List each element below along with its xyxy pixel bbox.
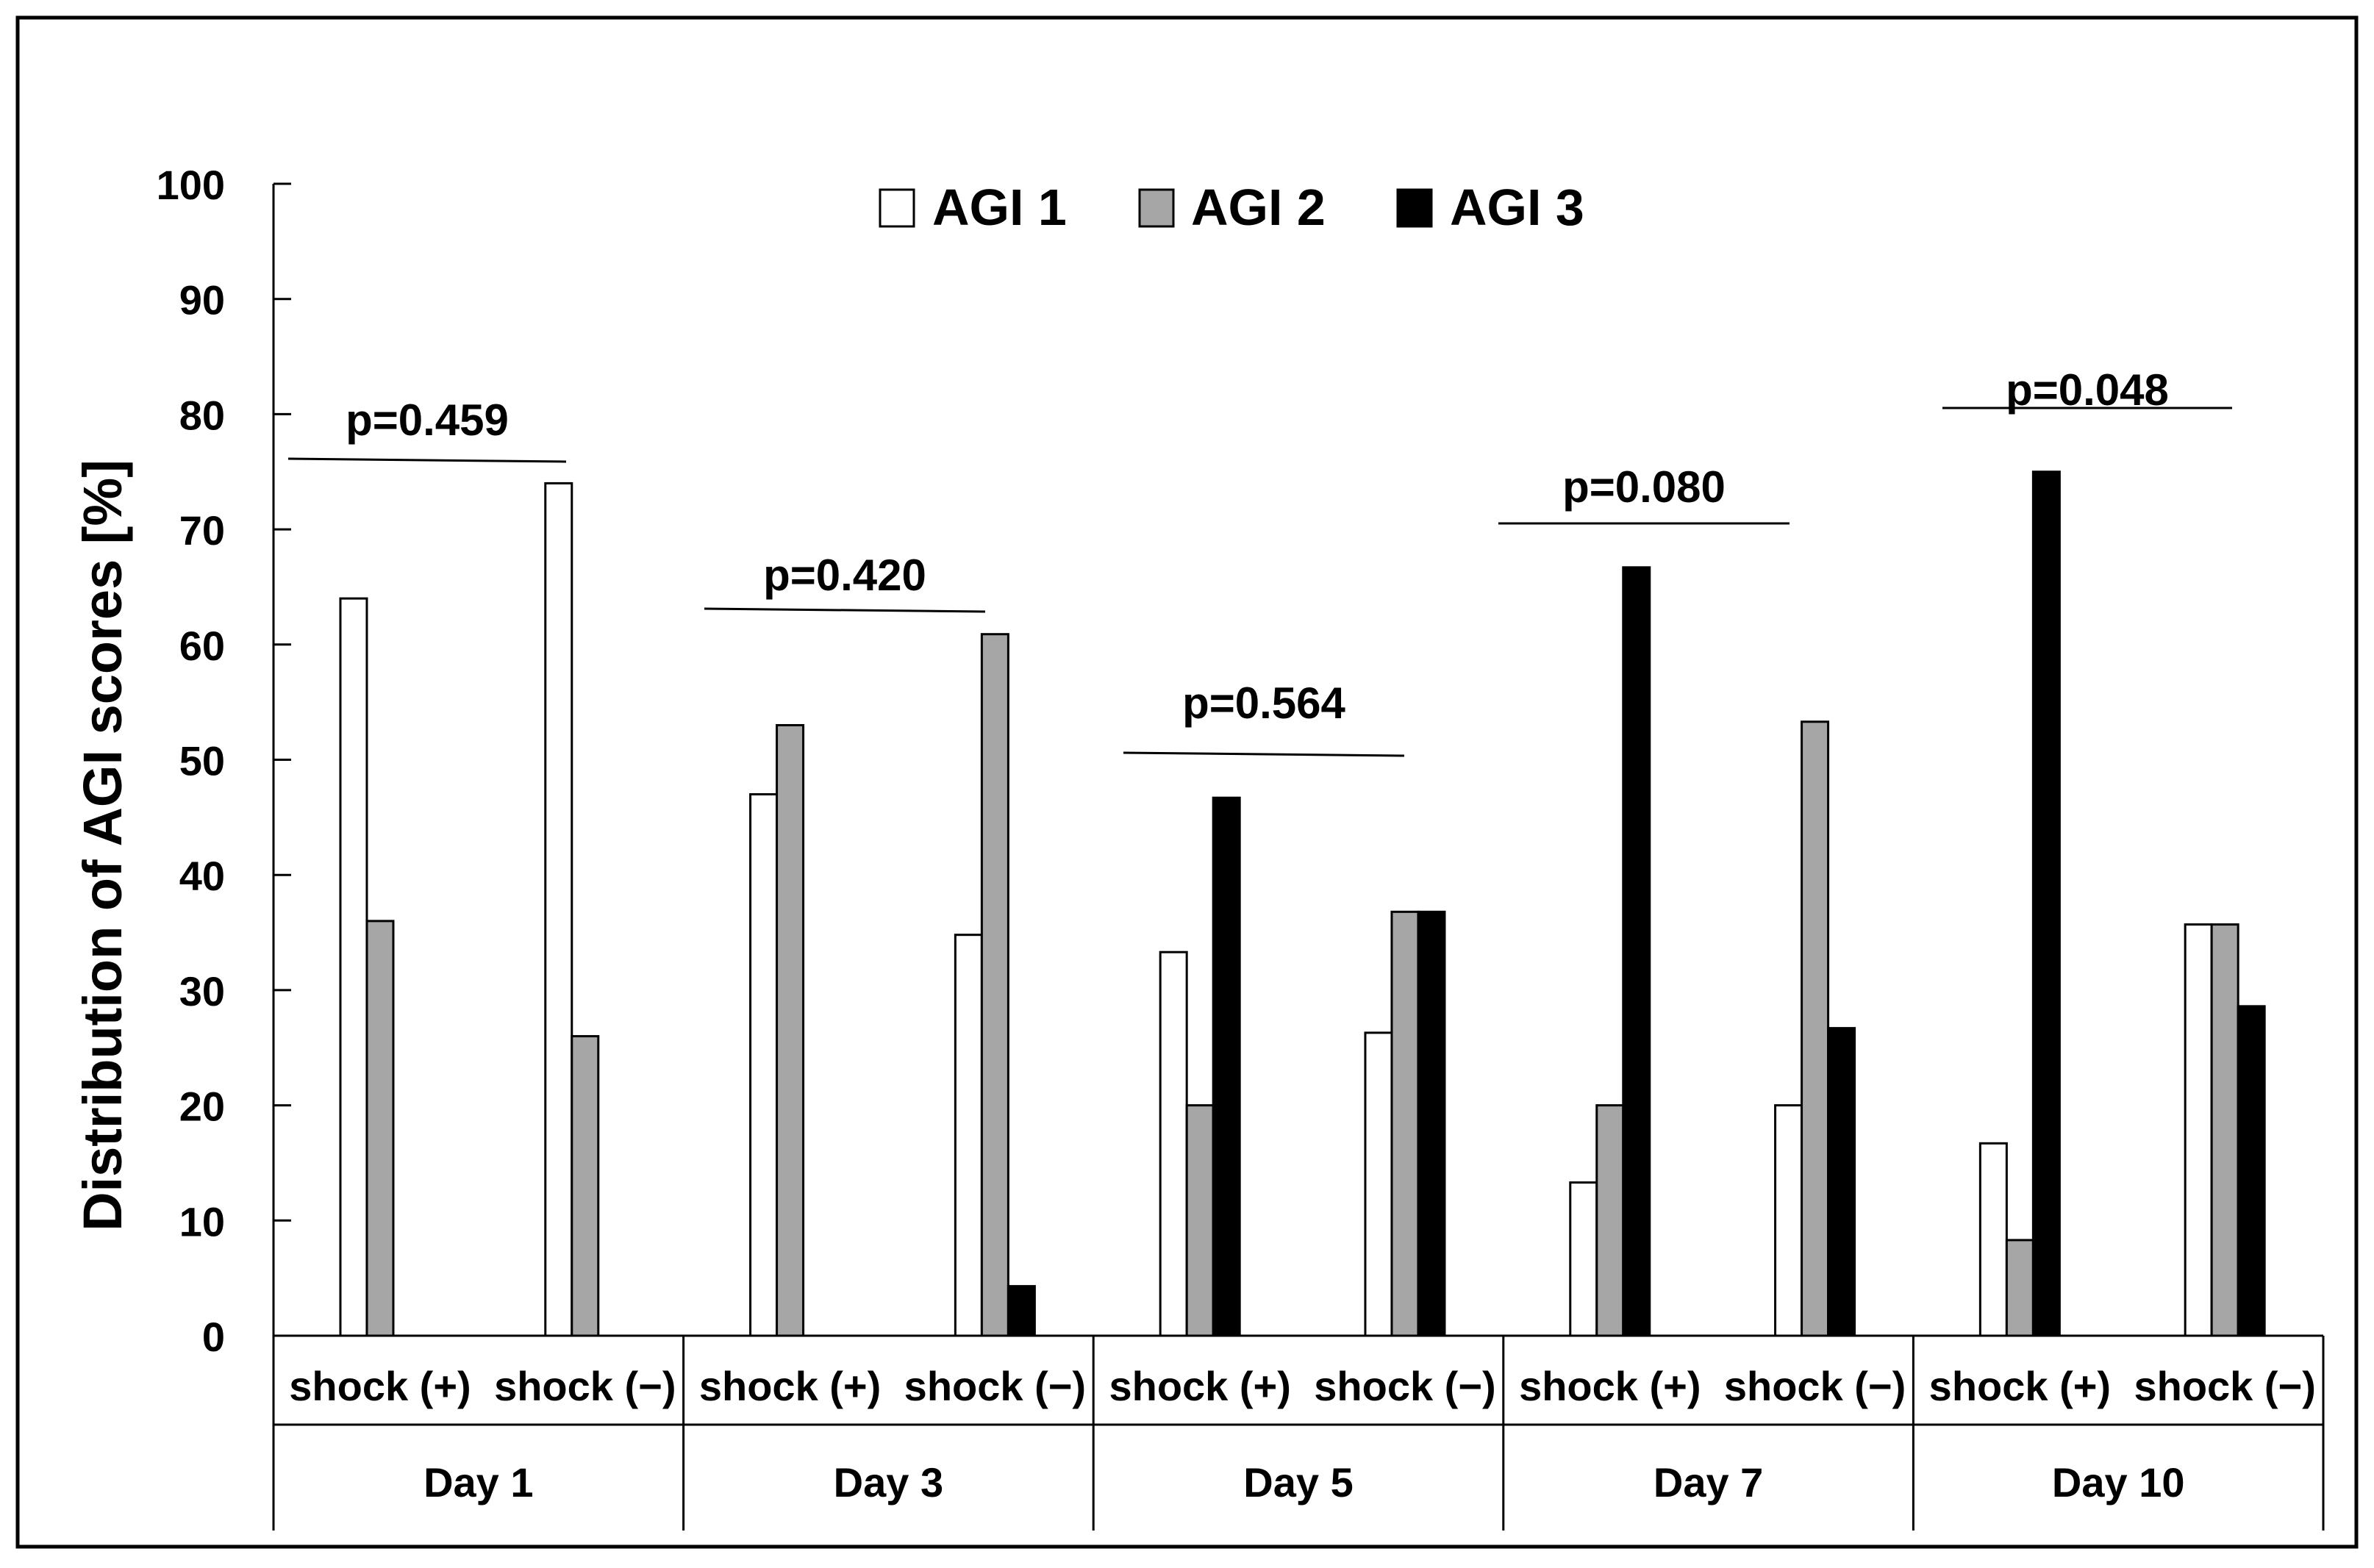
- bar-agi-2: [776, 723, 805, 1337]
- bar-agi-1: [2184, 923, 2213, 1337]
- y-tick-label: 20: [179, 1084, 225, 1130]
- x-subgroup-label: shock (+): [699, 1363, 881, 1409]
- bar-agi-2: [2210, 923, 2239, 1337]
- bar-agi-3: [1007, 1285, 1036, 1337]
- x-subgroup-label: shock (−): [1724, 1363, 1906, 1409]
- legend-swatch: [1396, 188, 1433, 228]
- bar-agi-1: [1159, 951, 1188, 1337]
- bar-agi-2: [980, 633, 1009, 1337]
- bar-agi-2: [571, 1035, 600, 1337]
- p-value-bracket: [704, 607, 986, 613]
- bar-agi-1: [1978, 1142, 2008, 1337]
- bar-agi-2: [1390, 910, 1420, 1337]
- bar-agi-2: [2005, 1239, 2034, 1337]
- bar-agi-2: [1185, 1104, 1215, 1337]
- bar-agi-3: [2031, 470, 2061, 1337]
- x-subgroup-label: shock (+): [1109, 1363, 1290, 1409]
- p-value-label: p=0.420: [763, 551, 926, 600]
- legend-label: AGI 3: [1450, 179, 1584, 236]
- x-subgroup-label: shock (+): [1519, 1363, 1701, 1409]
- x-subgroup-label: shock (−): [904, 1363, 1086, 1409]
- bar-agi-2: [365, 920, 395, 1337]
- bar-agi-1: [544, 482, 573, 1337]
- bar-agi-3: [1417, 910, 1446, 1337]
- legend-label: AGI 1: [932, 179, 1067, 236]
- y-tick-label: 60: [179, 623, 225, 669]
- bar-agi-1: [1364, 1031, 1393, 1337]
- y-tick-label: 70: [179, 507, 225, 554]
- bar-agi-1: [1569, 1181, 1598, 1337]
- bar-agi-2: [1595, 1104, 1625, 1337]
- legend-swatch: [1138, 188, 1175, 228]
- p-value-bracket: [1123, 751, 1405, 757]
- x-group-label: Day 5: [1243, 1459, 1353, 1506]
- y-tick-label: 100: [157, 162, 225, 208]
- y-tick-label: 10: [179, 1198, 225, 1245]
- x-subgroup-label: shock (−): [494, 1363, 676, 1409]
- bar-agi-3: [2237, 1005, 2266, 1337]
- bar-agi-1: [1774, 1104, 1803, 1337]
- y-tick-label: 50: [179, 738, 225, 784]
- y-axis-label: Distribution of AGI scores [%]: [72, 459, 133, 1231]
- x-group-label: Day 10: [2052, 1459, 2185, 1506]
- y-tick-label: 80: [179, 392, 225, 438]
- y-tick-label: 30: [179, 968, 225, 1014]
- p-value-label: p=0.080: [1562, 462, 1726, 512]
- bar-agi-3: [1212, 796, 1241, 1337]
- p-value-bracket: [287, 457, 567, 463]
- p-value-label: p=0.048: [2006, 365, 2169, 415]
- legend-label: AGI 2: [1191, 179, 1326, 236]
- bar-agi-1: [749, 793, 779, 1337]
- y-tick-label: 0: [202, 1314, 225, 1360]
- y-tick-label: 90: [179, 277, 225, 323]
- x-subgroup-label: shock (+): [289, 1363, 471, 1409]
- legend-swatch: [879, 188, 915, 228]
- x-subgroup-label: shock (+): [1929, 1363, 2111, 1409]
- x-group-label: Day 3: [834, 1459, 943, 1506]
- bar-agi-1: [339, 597, 368, 1337]
- x-subgroup-label: shock (−): [2134, 1363, 2315, 1409]
- p-value-label: p=0.564: [1182, 679, 1345, 728]
- y-tick-label: 40: [179, 853, 225, 899]
- x-group-label: Day 7: [1653, 1459, 1763, 1506]
- bar-agi-3: [1622, 566, 1651, 1337]
- bar-agi-3: [1827, 1027, 1856, 1337]
- x-group-label: Day 1: [423, 1459, 533, 1506]
- x-subgroup-label: shock (−): [1314, 1363, 1495, 1409]
- bar-agi-1: [954, 934, 983, 1337]
- bar-agi-2: [1801, 720, 1830, 1337]
- p-value-label: p=0.459: [346, 395, 509, 445]
